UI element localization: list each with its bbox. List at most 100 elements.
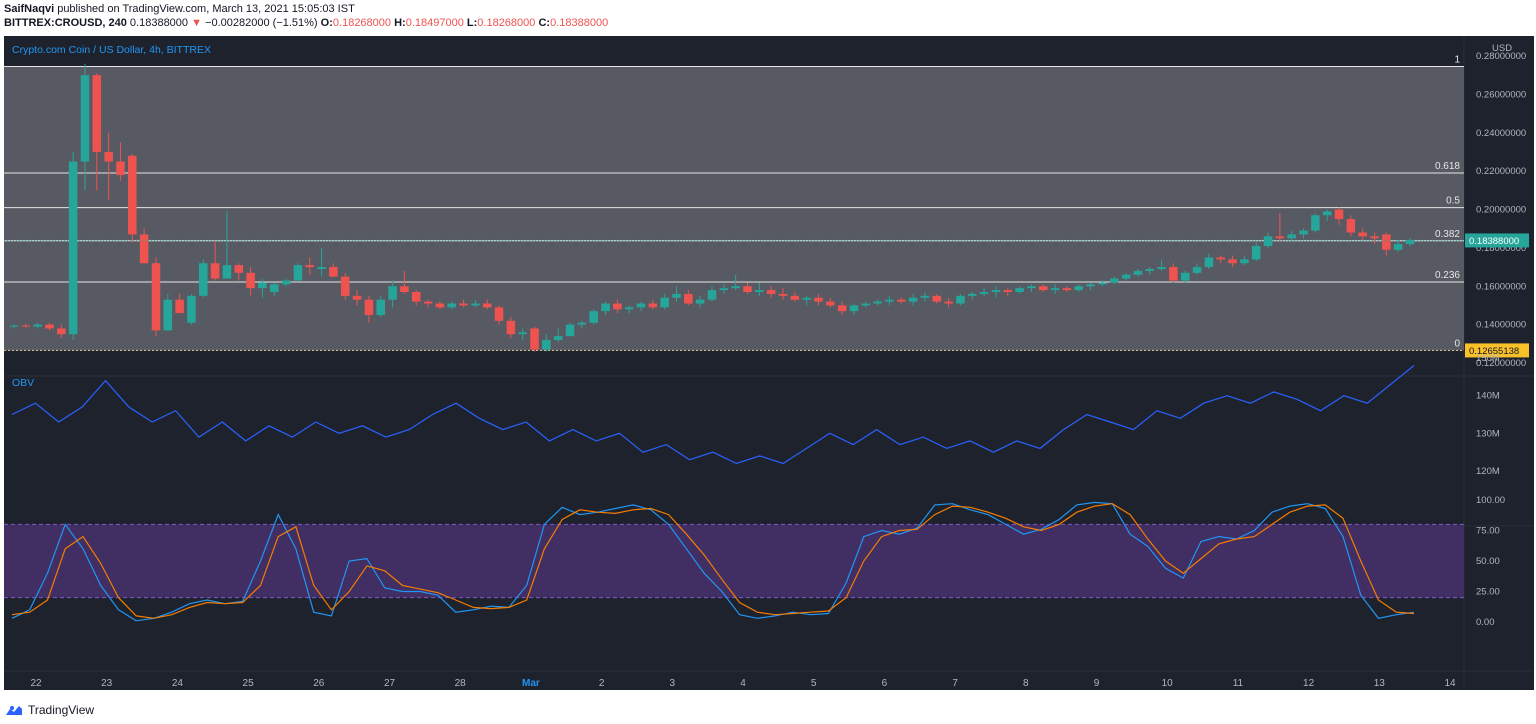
candle-body[interactable] (577, 322, 587, 325)
candle-body[interactable] (1275, 236, 1285, 239)
candle-body[interactable] (1050, 288, 1060, 291)
candle-body[interactable] (861, 303, 871, 306)
candle-body[interactable] (139, 234, 149, 264)
candle-body[interactable] (1216, 257, 1225, 260)
candle-body[interactable] (482, 303, 492, 308)
candle-body[interactable] (1062, 288, 1072, 291)
candle-body[interactable] (814, 297, 823, 302)
candle-body[interactable] (731, 286, 740, 289)
candle-body[interactable] (163, 299, 173, 331)
candle-body[interactable] (1240, 259, 1249, 264)
candle-body[interactable] (873, 301, 882, 304)
chart-area[interactable]: 1 0.618 0.5 0.382 0.236 0 0.28000000 0.26000000… (4, 36, 1534, 690)
candle-body[interactable] (411, 292, 421, 302)
candle-body[interactable] (636, 303, 646, 308)
candle-body[interactable] (210, 263, 220, 279)
candle-body[interactable] (234, 265, 244, 273)
candle-body[interactable] (68, 161, 78, 335)
candle-body[interactable] (1311, 215, 1320, 231)
candle-body[interactable] (151, 263, 161, 331)
candle-body[interactable] (1299, 230, 1308, 235)
candle-body[interactable] (1180, 272, 1190, 281)
candle-body[interactable] (755, 290, 764, 293)
candle-body[interactable] (246, 272, 255, 289)
candle-body[interactable] (542, 339, 551, 350)
candle-body[interactable] (920, 295, 930, 298)
candle-body[interactable] (1086, 284, 1095, 287)
candle-body[interactable] (944, 301, 953, 304)
candle-body[interactable] (128, 155, 137, 235)
candle-body[interactable] (695, 299, 705, 304)
low-price-tag[interactable] (1465, 343, 1529, 358)
candle-body[interactable] (766, 290, 776, 294)
candle-body[interactable] (991, 290, 1001, 293)
candle-body[interactable] (92, 75, 102, 152)
tradingview-brand[interactable]: TradingView (28, 703, 95, 717)
candle-body[interactable] (494, 307, 504, 321)
candle-body[interactable] (672, 293, 681, 298)
stoch-k-line[interactable] (11, 501, 1415, 622)
candle-body[interactable] (1169, 267, 1178, 281)
candle-body[interactable] (1074, 286, 1084, 291)
candle-body[interactable] (1027, 286, 1036, 289)
candle-body[interactable] (1038, 286, 1048, 291)
candle-body[interactable] (352, 295, 362, 300)
candle-body[interactable] (553, 336, 563, 340)
candle-body[interactable] (956, 295, 965, 304)
candle-body[interactable] (281, 280, 291, 285)
candle-body[interactable] (506, 320, 516, 335)
candle-body[interactable] (1251, 245, 1261, 260)
candle-body[interactable] (364, 299, 374, 316)
candle-body[interactable] (790, 295, 800, 300)
candle-body[interactable] (459, 303, 468, 306)
candle-body[interactable] (1393, 244, 1403, 250)
obv-line[interactable] (11, 365, 1415, 465)
candle-body[interactable] (104, 151, 113, 162)
candle-body[interactable] (826, 301, 835, 306)
candle-body[interactable] (317, 267, 326, 269)
candle-body[interactable] (1157, 267, 1166, 269)
candle-body[interactable] (707, 290, 717, 300)
candle-body[interactable] (778, 293, 788, 296)
candle-body[interactable] (1204, 257, 1214, 268)
candle-body[interactable] (1192, 267, 1202, 273)
candle-body[interactable] (199, 263, 208, 296)
candle-body[interactable] (837, 305, 847, 312)
candle-body[interactable] (518, 332, 527, 335)
candle-body[interactable] (45, 324, 54, 329)
candle-body[interactable] (1003, 290, 1013, 293)
last-price-tag[interactable] (1465, 233, 1529, 248)
candle-body[interactable] (1015, 288, 1024, 293)
candle-body[interactable] (719, 288, 729, 291)
candle-body[interactable] (187, 295, 196, 323)
candle-body[interactable] (1263, 236, 1273, 246)
candle-body[interactable] (57, 328, 66, 335)
candle-body[interactable] (270, 284, 279, 293)
candle-body[interactable] (293, 265, 303, 281)
candle-body[interactable] (305, 265, 315, 268)
candle-body[interactable] (589, 311, 598, 323)
candle-body[interactable] (435, 303, 445, 308)
stoch-d-line[interactable] (11, 503, 1415, 619)
candle-body[interactable] (376, 299, 386, 316)
candle-body[interactable] (849, 305, 859, 312)
candle-body[interactable] (116, 161, 125, 175)
candle-body[interactable] (885, 299, 894, 302)
candle-body[interactable] (802, 297, 811, 300)
candle-body[interactable] (175, 299, 184, 314)
candle-body[interactable] (660, 297, 669, 308)
candle-body[interactable] (968, 293, 977, 296)
candle-body[interactable] (222, 265, 232, 279)
candle-body[interactable] (1334, 209, 1344, 220)
candle-body[interactable] (613, 303, 622, 310)
candle-body[interactable] (1346, 219, 1356, 233)
candle-body[interactable] (1228, 259, 1237, 264)
candle-body[interactable] (1287, 234, 1296, 239)
candle-body[interactable] (33, 324, 42, 327)
candle-body[interactable] (1358, 232, 1367, 237)
candle-body[interactable] (932, 295, 942, 302)
candle-body[interactable] (684, 293, 693, 304)
tradingview-logo-icon[interactable] (4, 704, 24, 716)
candle-body[interactable] (1405, 240, 1415, 245)
candle-body[interactable] (340, 276, 350, 296)
